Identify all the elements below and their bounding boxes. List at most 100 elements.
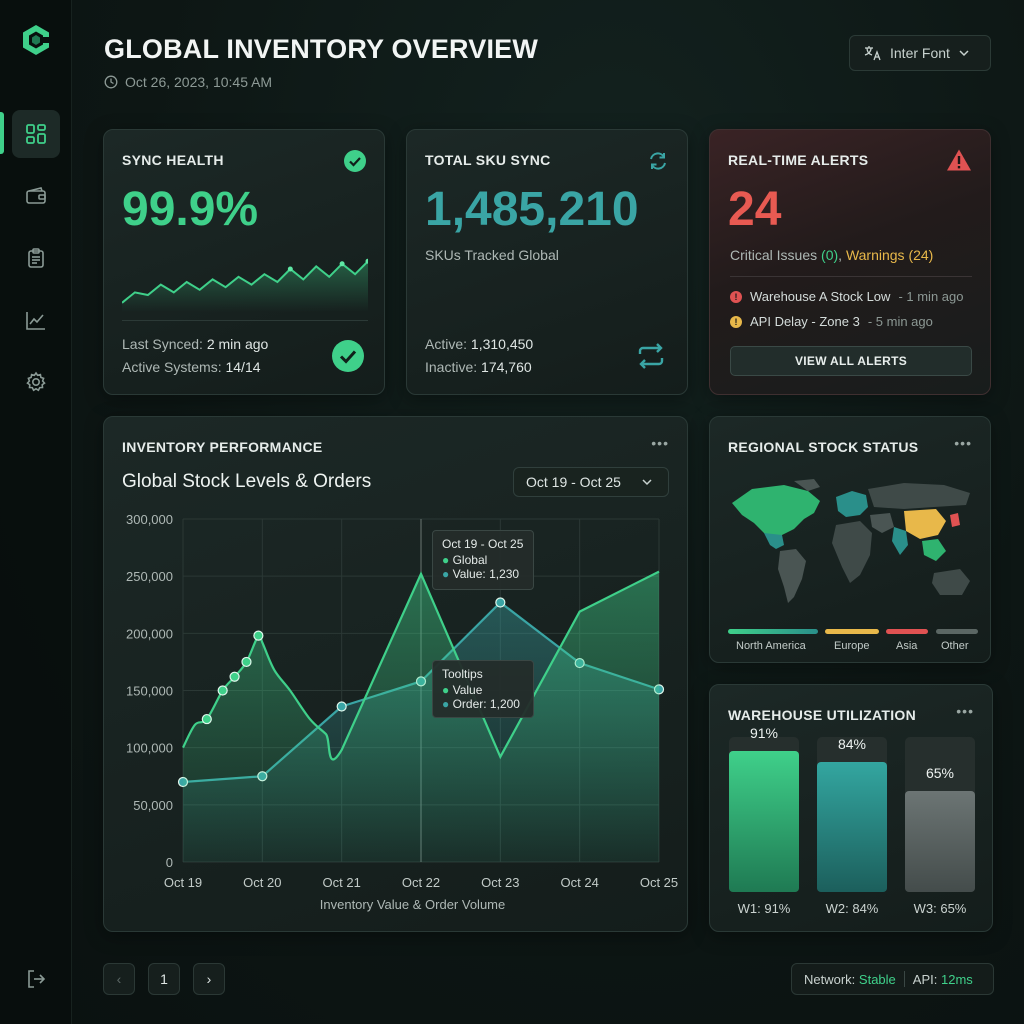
map-south-america bbox=[778, 549, 806, 603]
active-sku-label: Active: bbox=[425, 336, 468, 352]
x-tick-label: Oct 19 bbox=[164, 875, 202, 890]
timestamp-text: Oct 26, 2023, 10:45 AM bbox=[125, 74, 273, 90]
map-europe bbox=[836, 491, 868, 517]
alert-time: - 5 min ago bbox=[867, 314, 933, 329]
network-value: Stable bbox=[858, 971, 896, 987]
warehouse-bar-fill bbox=[817, 761, 887, 892]
alert-item[interactable]: ! Warehouse A Stock Low - 1 min ago bbox=[730, 289, 963, 304]
active-systems-value: 14/14 bbox=[225, 359, 261, 375]
error-icon: ! bbox=[730, 290, 742, 303]
view-all-alerts-button[interactable]: VIEW ALL ALERTS bbox=[730, 346, 972, 376]
x-tick-label: Oct 25 bbox=[640, 875, 678, 890]
prev-page-button[interactable]: ‹ bbox=[103, 963, 135, 995]
map-russia bbox=[868, 483, 970, 509]
series-area bbox=[183, 571, 659, 862]
warehouse-label: W2: 84% bbox=[825, 901, 879, 916]
chevron-down-icon bbox=[959, 50, 969, 57]
page-number-button[interactable]: 1 bbox=[148, 963, 180, 995]
x-tick-label: Oct 21 bbox=[323, 875, 361, 890]
sidebar-item-dashboard[interactable] bbox=[12, 110, 60, 158]
legend-bar-north-america bbox=[728, 629, 818, 634]
data-point[interactable] bbox=[495, 597, 506, 608]
performance-chart: 300,000 250,000 200,000 150,000 100,000 50,00… bbox=[126, 512, 678, 890]
alert-text: API Delay - Zone 3 bbox=[750, 314, 860, 329]
font-select[interactable]: Inter Font bbox=[849, 35, 991, 71]
data-point[interactable] bbox=[253, 630, 264, 641]
warehouse-label: W3: 65% bbox=[913, 901, 967, 916]
sparkline-area bbox=[122, 261, 368, 312]
warehouse-bar: 65% bbox=[905, 737, 975, 892]
translate-icon bbox=[864, 46, 881, 61]
total-sku-title: TOTAL SKU SYNC bbox=[425, 152, 551, 168]
sync-health-title: SYNC HEALTH bbox=[122, 152, 224, 168]
regional-stock-card: REGIONAL STOCK STATUS ••• North America … bbox=[709, 416, 991, 663]
warehouse-label: W1: 91% bbox=[737, 901, 791, 916]
warnings-count: Warnings (24) bbox=[845, 247, 934, 263]
inactive-sku-value: 174,760 bbox=[481, 359, 532, 375]
map-australia bbox=[932, 569, 970, 595]
more-options-icon[interactable]: ••• bbox=[954, 435, 972, 451]
date-range-select[interactable]: Oct 19 - Oct 25 bbox=[513, 467, 669, 497]
y-tick-label: 0 bbox=[166, 855, 173, 870]
legend-bar-asia bbox=[886, 629, 928, 634]
last-synced-label: Last Synced: bbox=[122, 336, 203, 352]
map-central-america bbox=[764, 533, 784, 549]
more-options-icon[interactable]: ••• bbox=[956, 703, 974, 719]
data-point[interactable] bbox=[217, 685, 228, 696]
world-map bbox=[732, 479, 970, 603]
tooltip-line: Order: 1,200 bbox=[452, 697, 520, 711]
alerts-card: REAL-TIME ALERTS 24 Critical Issues (0),… bbox=[709, 129, 991, 395]
api-label: API: bbox=[912, 971, 938, 987]
y-tick-label: 200,000 bbox=[126, 626, 173, 641]
warehouse-bar-pct: 91% bbox=[749, 724, 779, 741]
y-tick-label: 50,000 bbox=[133, 798, 173, 813]
alert-item[interactable]: ! API Delay - Zone 3 - 5 min ago bbox=[730, 314, 933, 329]
inactive-sku-line: Inactive: 174,760 bbox=[425, 359, 532, 375]
warehouse-bar-pct: 84% bbox=[837, 735, 867, 752]
divider bbox=[730, 276, 972, 277]
tooltip-title: Oct 19 - Oct 25 bbox=[442, 537, 524, 551]
warning-icon: ! bbox=[730, 315, 742, 328]
map-middle-east bbox=[870, 513, 894, 533]
x-tick-label: Oct 23 bbox=[481, 875, 519, 890]
logo-icon bbox=[23, 25, 49, 55]
data-point[interactable] bbox=[241, 656, 252, 668]
legend-label: Asia bbox=[896, 640, 918, 652]
divider bbox=[122, 320, 368, 321]
warehouse-bar: 84% bbox=[817, 735, 887, 892]
sidebar-item-analytics[interactable] bbox=[12, 296, 60, 344]
total-sku-card: TOTAL SKU SYNC 1,485,210 SKUs Tracked Gl… bbox=[406, 129, 688, 395]
map-southeast-asia bbox=[922, 539, 946, 561]
critical-count: (0) bbox=[821, 247, 839, 263]
sync-health-card: SYNC HEALTH 99.9% Last Synced: 2 min ago… bbox=[103, 129, 385, 395]
map-india bbox=[892, 527, 908, 555]
data-point[interactable] bbox=[336, 701, 347, 712]
sidebar-item-clipboard[interactable] bbox=[12, 234, 60, 282]
date-range-label: Oct 19 - Oct 25 bbox=[526, 474, 621, 490]
active-systems-line: Active Systems: 14/14 bbox=[122, 359, 261, 375]
chart-tooltip: Tooltips ● Value ● Order: 1,200 bbox=[432, 660, 534, 718]
alert-text: Warehouse A Stock Low bbox=[750, 289, 891, 304]
divider bbox=[903, 971, 905, 987]
legend-bar-other bbox=[936, 629, 978, 634]
tooltip-title: Tooltips bbox=[442, 667, 483, 681]
more-options-icon[interactable]: ••• bbox=[651, 435, 669, 451]
api-value: 12ms bbox=[941, 971, 973, 987]
sidebar-item-settings[interactable] bbox=[12, 358, 60, 406]
refresh-icon bbox=[638, 343, 664, 369]
clock-icon bbox=[104, 75, 118, 89]
total-sku-subtitle: SKUs Tracked Global bbox=[425, 247, 559, 263]
sidebar-item-wallet[interactable] bbox=[12, 172, 60, 220]
next-page-button[interactable]: › bbox=[193, 963, 225, 995]
data-point[interactable] bbox=[229, 671, 240, 682]
data-point[interactable] bbox=[201, 713, 212, 725]
last-synced-line: Last Synced: 2 min ago bbox=[122, 336, 268, 352]
logout-button[interactable] bbox=[12, 955, 60, 1003]
check-circle-large-icon bbox=[332, 340, 364, 372]
api-status: API: 12ms bbox=[913, 972, 973, 987]
warehouse-title: WAREHOUSE UTILIZATION bbox=[728, 707, 917, 723]
sync-sparkline bbox=[122, 258, 368, 312]
sparkline-line bbox=[122, 260, 368, 304]
font-select-label: Inter Font bbox=[890, 45, 950, 61]
legend-bar-europe bbox=[825, 629, 879, 634]
